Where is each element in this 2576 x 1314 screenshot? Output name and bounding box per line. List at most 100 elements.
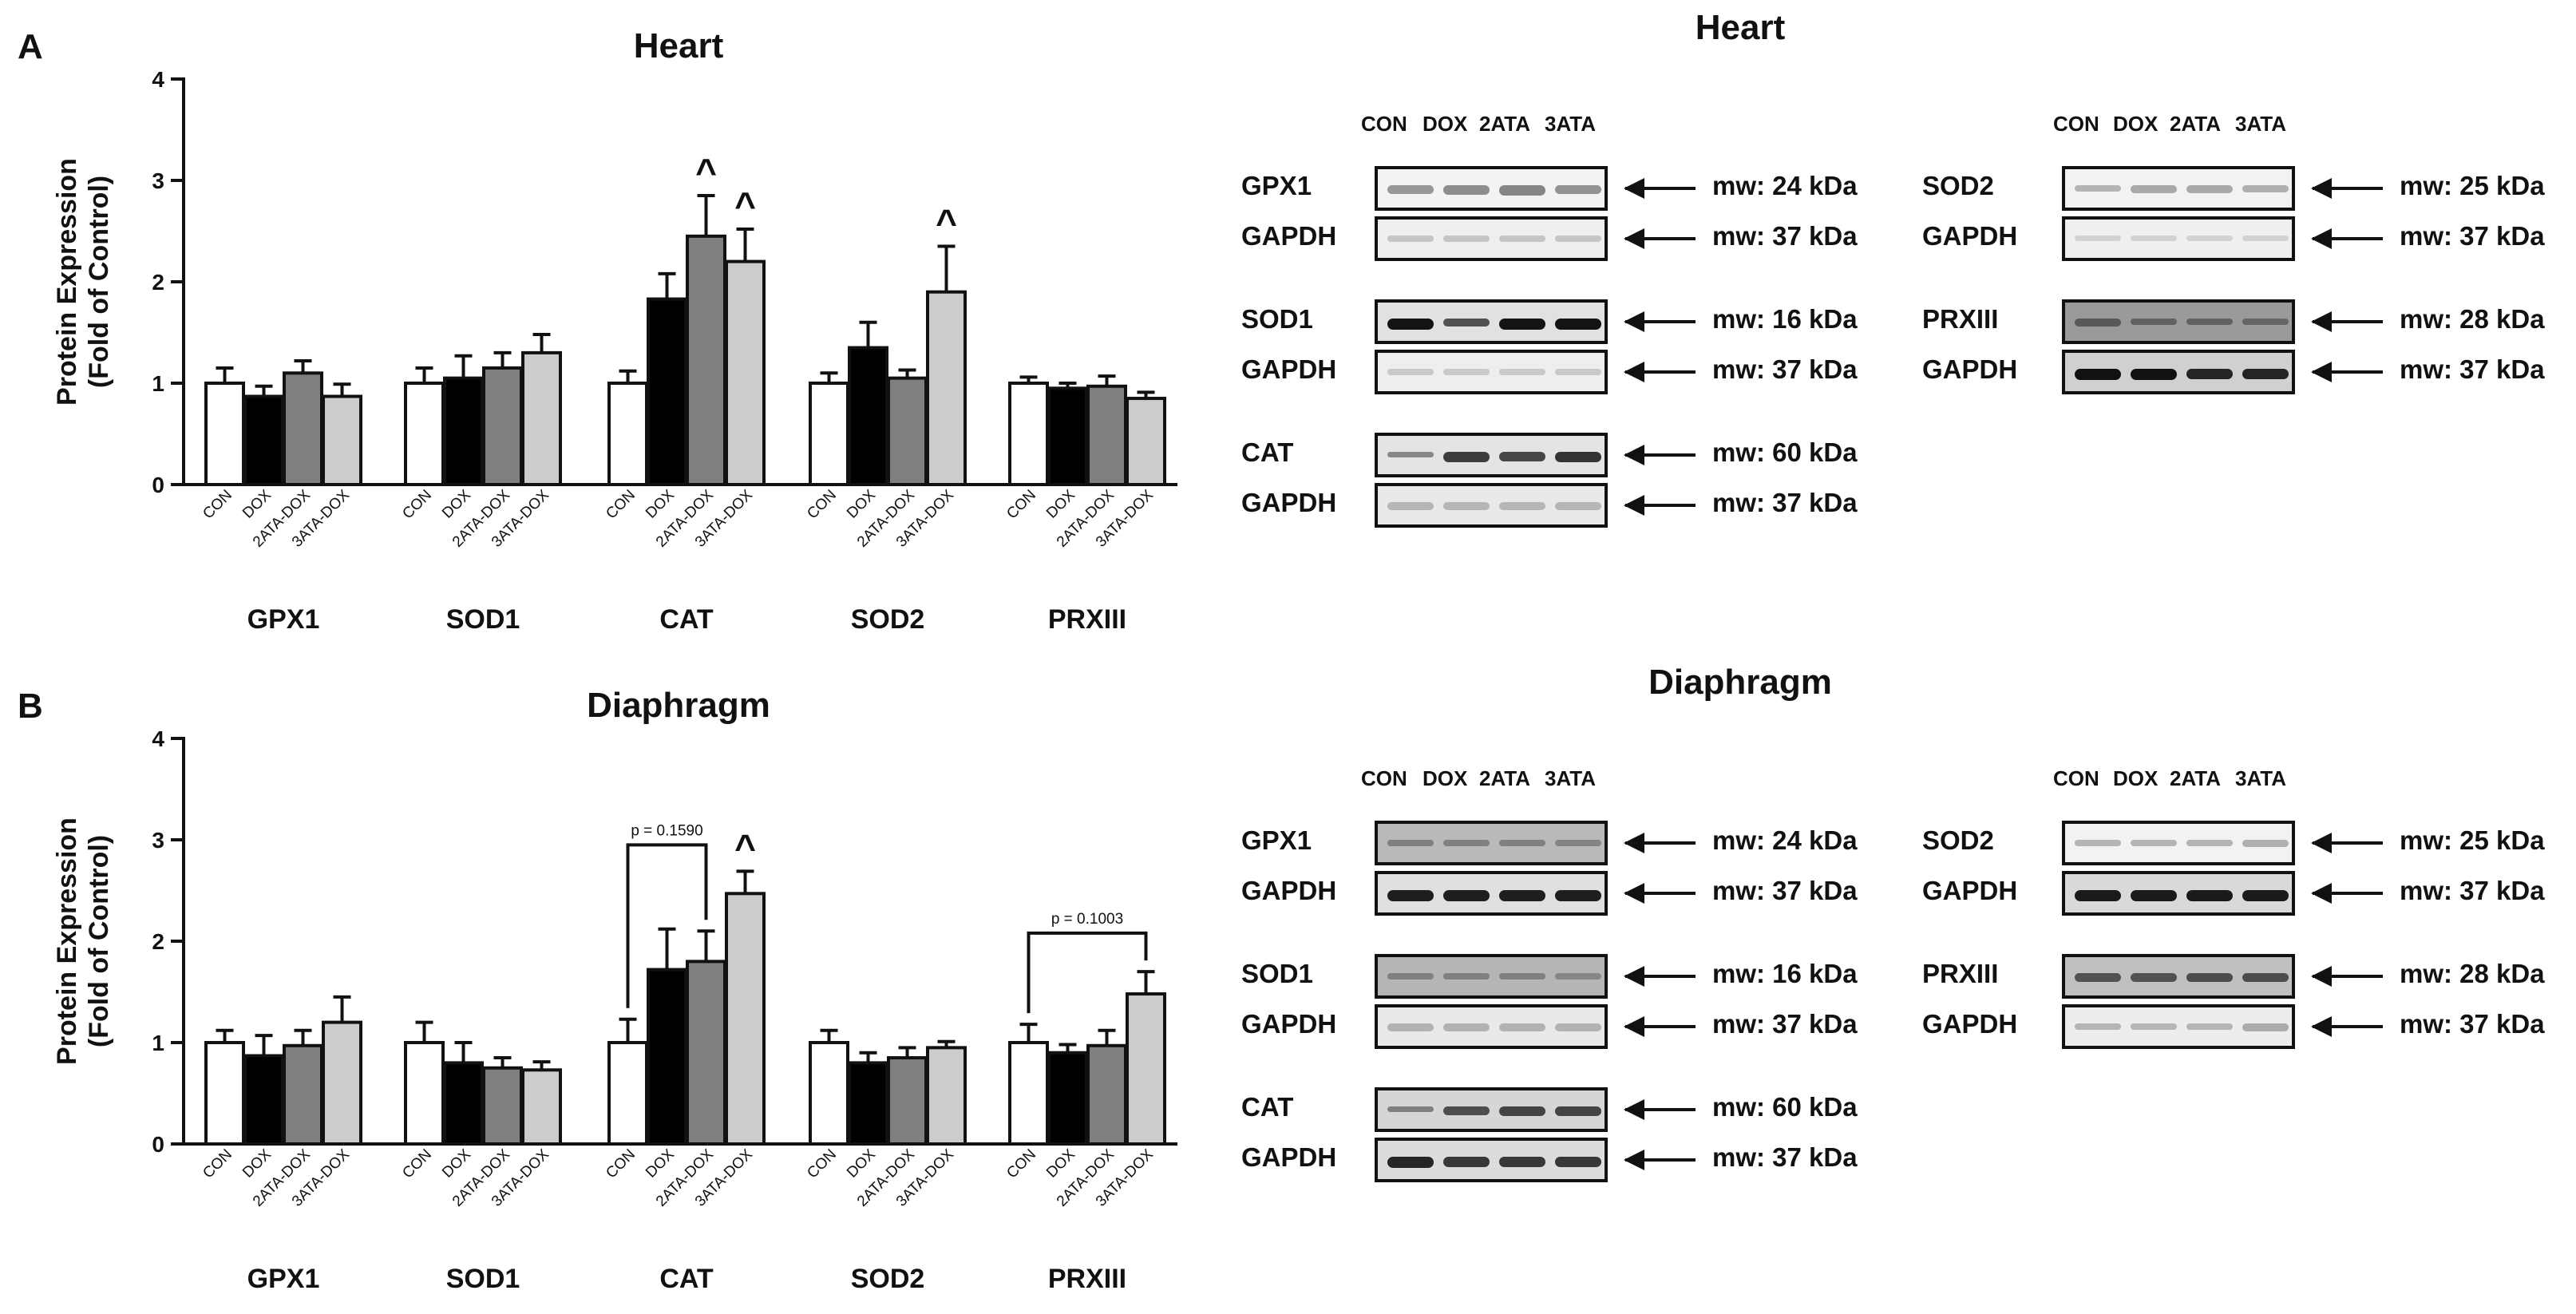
blot-band bbox=[2075, 369, 2121, 380]
blot-band bbox=[2131, 369, 2177, 380]
molecular-weight-label: mw: 37 kDa bbox=[1712, 488, 1858, 517]
arrow-icon bbox=[2311, 178, 2383, 199]
y-tick-label: 4 bbox=[152, 67, 164, 92]
p-value-label: p = 0.1590 bbox=[631, 822, 702, 839]
blot-band bbox=[2186, 319, 2233, 325]
blot-band bbox=[1443, 1106, 1490, 1115]
molecular-weight-label: mw: 16 kDa bbox=[1712, 304, 1858, 334]
diaphragm-bar-chart: Diaphragm Protein Expression (Fold of Cont… bbox=[52, 686, 1177, 1294]
blot-band bbox=[1443, 973, 1490, 980]
blot-band bbox=[1555, 369, 1601, 375]
blot-band bbox=[2186, 235, 2233, 241]
lane-label-dox: DOX bbox=[1423, 766, 1468, 790]
blot-label-cat: CAT bbox=[1241, 1092, 1294, 1122]
molecular-weight-label: mw: 37 kDa bbox=[2400, 1009, 2545, 1039]
molecular-weight-label: mw: 37 kDa bbox=[2400, 221, 2545, 251]
blot-band bbox=[2075, 1023, 2121, 1030]
x-category-label: DOX bbox=[643, 486, 678, 521]
lane-label-3ata: 3ATA bbox=[2235, 766, 2287, 790]
significance-mark: ^ bbox=[734, 184, 756, 226]
molecular-weight-label: mw: 60 kDa bbox=[1712, 1092, 1858, 1122]
blot-image-gapdh bbox=[1375, 871, 1608, 916]
arrow-icon bbox=[1624, 1150, 1696, 1170]
blot-label-gapdh: GAPDH bbox=[1241, 1142, 1337, 1172]
blot-band bbox=[1387, 319, 1434, 330]
molecular-weight-label: mw: 24 kDa bbox=[1712, 171, 1858, 200]
y-tick-label: 3 bbox=[152, 168, 164, 193]
arrow-icon bbox=[1624, 445, 1696, 465]
x-category-label: CON bbox=[1003, 1146, 1039, 1182]
bar-sod1-2ata-dox bbox=[482, 366, 523, 487]
group-label-cat: CAT bbox=[659, 604, 714, 635]
lane-label-con: CON bbox=[1361, 766, 1407, 790]
arrow-icon bbox=[1624, 883, 1696, 904]
bar-sod2-con bbox=[809, 1041, 849, 1146]
blot-label-prxiii: PRXIII bbox=[1922, 959, 1999, 988]
y-tick-label: 2 bbox=[152, 929, 164, 954]
bar-prxiii-dox bbox=[1047, 386, 1088, 487]
blot-image-gpx1 bbox=[1375, 821, 1608, 865]
blot-band bbox=[1555, 1157, 1601, 1167]
blot-band bbox=[2186, 369, 2233, 379]
arrow-icon bbox=[2311, 833, 2383, 853]
blot-band bbox=[1499, 235, 1545, 242]
blot-label-gapdh: GAPDH bbox=[1922, 876, 2018, 905]
blot-image-gapdh bbox=[2062, 1004, 2295, 1049]
x-category-label: CON bbox=[804, 1146, 840, 1182]
blot-band bbox=[1499, 973, 1545, 980]
blot-band bbox=[1555, 185, 1601, 194]
blot-band bbox=[2075, 890, 2121, 901]
x-category-label: CON bbox=[200, 487, 235, 523]
blot-label-gapdh: GAPDH bbox=[1922, 1009, 2018, 1039]
molecular-weight-label: mw: 16 kDa bbox=[1712, 959, 1858, 988]
x-category-label: CON bbox=[603, 1146, 639, 1182]
x-category-label: DOX bbox=[239, 1146, 275, 1181]
blot-image-sod2 bbox=[2062, 166, 2295, 211]
arrow-icon bbox=[2311, 228, 2383, 249]
blot-band bbox=[1555, 235, 1601, 242]
x-category-label: CON bbox=[603, 487, 639, 523]
lane-label-2ata: 2ATA bbox=[1479, 766, 1531, 790]
bar-sod1-con bbox=[404, 382, 445, 486]
blot-label-gapdh: GAPDH bbox=[1241, 1009, 1337, 1039]
blot-band bbox=[2131, 840, 2177, 846]
blot-image-sod1 bbox=[1375, 299, 1608, 344]
blot-band bbox=[1387, 973, 1434, 980]
bar-gpx1-3ata-dox bbox=[322, 1020, 362, 1146]
bar-sod2-2ata-dox bbox=[887, 1056, 928, 1146]
blot-label-cat: CAT bbox=[1241, 437, 1294, 467]
blot-band bbox=[1499, 1157, 1545, 1167]
arrow-icon bbox=[1624, 362, 1696, 382]
blot-band bbox=[1443, 319, 1490, 327]
blot-band bbox=[1555, 1023, 1601, 1031]
blot-band bbox=[1443, 1157, 1490, 1167]
y-axis-label: Protein Expression (Fold of Control) bbox=[52, 158, 114, 406]
blot-image-gapdh bbox=[2062, 350, 2295, 394]
y-axis-label-line1: Protein Expression bbox=[52, 817, 82, 1065]
blot-label-gpx1: GPX1 bbox=[1241, 825, 1312, 855]
blot-title: Diaphragm bbox=[1648, 663, 1832, 702]
blot-band bbox=[1443, 1023, 1490, 1031]
arrow-icon bbox=[2311, 1016, 2383, 1037]
bar-cat-3ata-dox bbox=[725, 259, 766, 486]
bar-prxiii-3ata-dox bbox=[1126, 397, 1166, 486]
panel-letter-b: B bbox=[18, 687, 43, 726]
blot-band bbox=[2242, 185, 2289, 192]
blot-image-cat bbox=[1375, 1087, 1608, 1132]
bar-sod2-dox bbox=[848, 1061, 888, 1146]
molecular-weight-label: mw: 24 kDa bbox=[1712, 825, 1858, 855]
bar-sod2-dox bbox=[848, 346, 888, 486]
blot-band bbox=[1499, 840, 1545, 846]
blot-band bbox=[1499, 319, 1545, 330]
molecular-weight-label: mw: 28 kDa bbox=[2400, 304, 2545, 334]
molecular-weight-label: mw: 37 kDa bbox=[2400, 876, 2545, 905]
bar-sod2-3ata-dox bbox=[926, 1046, 967, 1146]
blot-band bbox=[1387, 840, 1434, 846]
group-label-sod2: SOD2 bbox=[851, 1264, 925, 1294]
group-label-gpx1: GPX1 bbox=[247, 1264, 320, 1294]
lane-label-3ata: 3ATA bbox=[2235, 112, 2287, 136]
molecular-weight-label: mw: 37 kDa bbox=[1712, 1142, 1858, 1172]
arrow-icon bbox=[1624, 1016, 1696, 1037]
blot-band bbox=[1555, 1106, 1601, 1116]
bar-sod1-dox bbox=[443, 376, 484, 486]
